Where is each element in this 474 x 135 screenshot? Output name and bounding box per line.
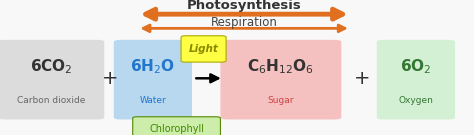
- FancyBboxPatch shape: [114, 40, 192, 119]
- FancyBboxPatch shape: [377, 40, 455, 119]
- Text: +: +: [354, 69, 370, 88]
- Text: 6H$_2$O: 6H$_2$O: [130, 58, 175, 76]
- Text: Light: Light: [189, 44, 219, 54]
- Text: Sugar: Sugar: [268, 96, 294, 105]
- Text: Oxygen: Oxygen: [399, 96, 433, 105]
- Text: Chlorophyll: Chlorophyll: [149, 124, 204, 134]
- Text: 6O$_2$: 6O$_2$: [400, 58, 432, 76]
- FancyBboxPatch shape: [181, 36, 226, 62]
- Text: +: +: [102, 69, 118, 88]
- FancyBboxPatch shape: [220, 40, 341, 119]
- FancyBboxPatch shape: [133, 117, 220, 135]
- Text: 6CO$_2$: 6CO$_2$: [30, 58, 72, 76]
- Text: Water: Water: [139, 96, 166, 105]
- FancyBboxPatch shape: [0, 40, 104, 119]
- Text: Carbon dioxide: Carbon dioxide: [17, 96, 85, 105]
- Text: Photosynthesis: Photosynthesis: [187, 0, 301, 12]
- Text: C$_6$H$_{12}$O$_6$: C$_6$H$_{12}$O$_6$: [247, 58, 314, 76]
- Text: Respiration: Respiration: [210, 16, 278, 29]
